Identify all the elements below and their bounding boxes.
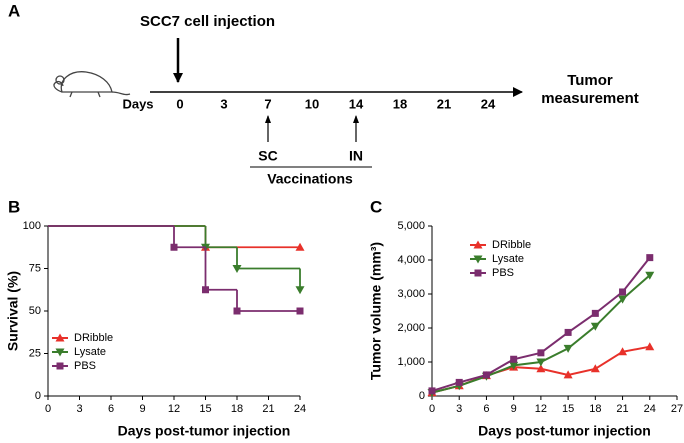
x-axis-title: Days post-tumor injection <box>118 423 291 439</box>
marker <box>536 364 546 373</box>
x-tick-label: 24 <box>294 403 306 415</box>
timeline-days: 0 3 7 10 14 18 21 24 SC IN <box>176 96 496 163</box>
x-axis-title: Days post-tumor injection <box>478 423 651 439</box>
marker <box>645 271 655 280</box>
marker <box>55 333 65 342</box>
y-tick-label: 3,000 <box>397 288 425 300</box>
y-axis-title: Tumor volume (mm³) <box>368 242 384 380</box>
vaccinations-label: Vaccinations <box>267 171 353 187</box>
day-label: 24 <box>481 96 496 111</box>
marker <box>563 370 573 379</box>
marker <box>590 364 600 373</box>
day-label: 3 <box>220 96 227 111</box>
x-tick-label: 24 <box>644 403 656 415</box>
panel-label: B <box>8 197 20 216</box>
marker <box>646 254 654 262</box>
marker <box>170 243 178 251</box>
y-tick-label: 75 <box>29 262 41 274</box>
marker <box>474 269 482 277</box>
x-tick-label: 0 <box>45 403 51 415</box>
marker <box>510 355 518 363</box>
marker <box>591 309 599 317</box>
x-tick-label: 3 <box>76 403 82 415</box>
day-label: 0 <box>176 96 183 111</box>
legend-label: PBS <box>492 267 514 279</box>
x-tick-label: 27 <box>671 403 683 415</box>
marker <box>537 349 545 357</box>
panel-label: A <box>8 1 20 20</box>
x-tick-label: 0 <box>429 403 435 415</box>
y-tick-label: 1,000 <box>397 356 425 368</box>
x-tick-label: 12 <box>168 403 180 415</box>
marker <box>455 378 463 386</box>
y-tick-label: 0 <box>419 390 425 402</box>
x-tick-label: 6 <box>108 403 114 415</box>
days-label: Days <box>122 96 153 111</box>
y-tick-label: 0 <box>35 390 41 402</box>
marker <box>56 362 64 370</box>
y-tick-label: 4,000 <box>397 254 425 266</box>
marker <box>233 307 241 315</box>
x-tick-label: 18 <box>589 403 601 415</box>
y-tick-label: 100 <box>23 220 41 232</box>
x-tick-label: 15 <box>199 403 211 415</box>
day-label: 14 <box>349 96 364 111</box>
y-tick-label: 25 <box>29 347 41 359</box>
x-tick-label: 15 <box>562 403 574 415</box>
marker <box>618 295 628 304</box>
legend-label: Lysate <box>74 346 106 358</box>
legend-label: PBS <box>74 360 96 372</box>
marker <box>645 342 655 351</box>
marker <box>295 242 305 251</box>
x-tick-label: 12 <box>535 403 547 415</box>
marker <box>564 328 572 336</box>
legend-label: DRibble <box>492 239 531 251</box>
x-tick-label: 9 <box>139 403 145 415</box>
day-label: 21 <box>437 96 451 111</box>
marker <box>482 371 490 379</box>
marker <box>428 387 436 395</box>
marker <box>55 348 65 357</box>
x-tick-label: 6 <box>483 403 489 415</box>
marker <box>296 307 304 315</box>
day-label: 18 <box>393 96 407 111</box>
vaccine-label: IN <box>349 148 363 164</box>
y-tick-label: 50 <box>29 305 41 317</box>
mouse-icon <box>53 71 131 98</box>
x-tick-label: 9 <box>511 403 517 415</box>
x-tick-label: 21 <box>262 403 274 415</box>
injection-label: SCC7 cell injection <box>140 13 275 30</box>
legend-label: Lysate <box>492 253 524 265</box>
x-tick-label: 21 <box>616 403 628 415</box>
marker <box>473 240 483 249</box>
day-label: 10 <box>305 96 319 111</box>
tumor-measurement: Tumor measurement <box>541 72 639 107</box>
marker <box>232 265 242 273</box>
marker <box>295 286 305 295</box>
vaccine-label: SC <box>258 148 277 164</box>
y-tick-label: 5,000 <box>397 220 425 232</box>
marker <box>563 344 573 353</box>
y-axis-title: Survival (%) <box>5 271 21 351</box>
legend-label: DRibble <box>74 332 113 344</box>
panel-label: C <box>370 197 382 216</box>
marker <box>618 347 628 356</box>
series-line <box>431 274 651 394</box>
day-label: 7 <box>264 96 271 111</box>
y-tick-label: 2,000 <box>397 322 425 334</box>
marker <box>509 361 519 370</box>
marker <box>202 286 209 294</box>
marker <box>473 255 483 264</box>
marker <box>536 358 546 367</box>
x-tick-label: 18 <box>231 403 243 415</box>
marker <box>619 288 627 296</box>
marker <box>590 322 600 331</box>
x-tick-label: 3 <box>456 403 462 415</box>
